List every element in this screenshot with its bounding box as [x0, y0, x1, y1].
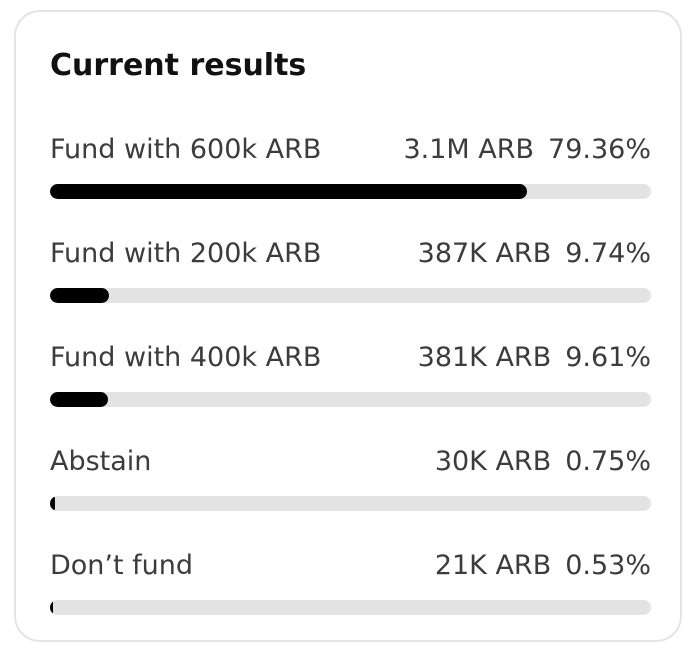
option-stats: 387K ARB 9.74%: [418, 234, 651, 274]
results-card: Current results Fund with 600k ARB 3.1M …: [14, 10, 682, 642]
option-label: Abstain: [50, 446, 152, 477]
result-option-fund-200k: Fund with 200k ARB 387K ARB 9.74%: [50, 234, 651, 338]
option-amount: 387K ARB: [417, 238, 552, 269]
results-title: Current results: [50, 48, 307, 83]
progress-track: [50, 600, 651, 615]
option-label: Fund with 400k ARB: [50, 342, 322, 373]
progress-track: [50, 496, 651, 511]
result-option-abstain: Abstain 30K ARB 0.75%: [50, 442, 651, 546]
option-label: Don’t fund: [50, 550, 194, 581]
result-row: Fund with 600k ARB 3.1M ARB 79.36%: [50, 130, 651, 170]
result-row: Fund with 200k ARB 387K ARB 9.74%: [50, 234, 651, 274]
option-percent: 0.53%: [565, 550, 651, 581]
result-option-dont-fund: Don’t fund 21K ARB 0.53%: [50, 546, 651, 650]
option-label: Fund with 600k ARB: [50, 134, 322, 165]
progress-fill: [50, 184, 527, 199]
progress-track: [50, 184, 651, 199]
option-stats: 381K ARB 9.61%: [418, 338, 651, 378]
progress-track: [50, 288, 651, 303]
option-amount: 3.1M ARB: [403, 134, 535, 165]
option-amount: 30K ARB: [434, 446, 552, 477]
progress-track: [50, 392, 651, 407]
option-label: Fund with 200k ARB: [50, 238, 322, 269]
option-percent: 9.74%: [565, 238, 651, 269]
option-amount: 21K ARB: [434, 550, 552, 581]
result-row: Fund with 400k ARB 381K ARB 9.61%: [50, 338, 651, 378]
result-row: Abstain 30K ARB 0.75%: [50, 442, 651, 482]
option-stats: 3.1M ARB 79.36%: [403, 130, 651, 170]
progress-fill: [50, 496, 55, 511]
results-list: Fund with 600k ARB 3.1M ARB 79.36% Fund …: [50, 130, 651, 650]
progress-fill: [50, 288, 109, 303]
option-stats: 21K ARB 0.53%: [435, 546, 651, 586]
option-percent: 79.36%: [548, 134, 651, 165]
option-amount: 381K ARB: [417, 342, 552, 373]
progress-fill: [50, 600, 54, 615]
option-percent: 0.75%: [565, 446, 651, 477]
option-stats: 30K ARB 0.75%: [435, 442, 651, 482]
result-option-fund-400k: Fund with 400k ARB 381K ARB 9.61%: [50, 338, 651, 442]
result-row: Don’t fund 21K ARB 0.53%: [50, 546, 651, 586]
progress-fill: [50, 392, 108, 407]
option-percent: 9.61%: [565, 342, 651, 373]
result-option-fund-600k: Fund with 600k ARB 3.1M ARB 79.36%: [50, 130, 651, 234]
